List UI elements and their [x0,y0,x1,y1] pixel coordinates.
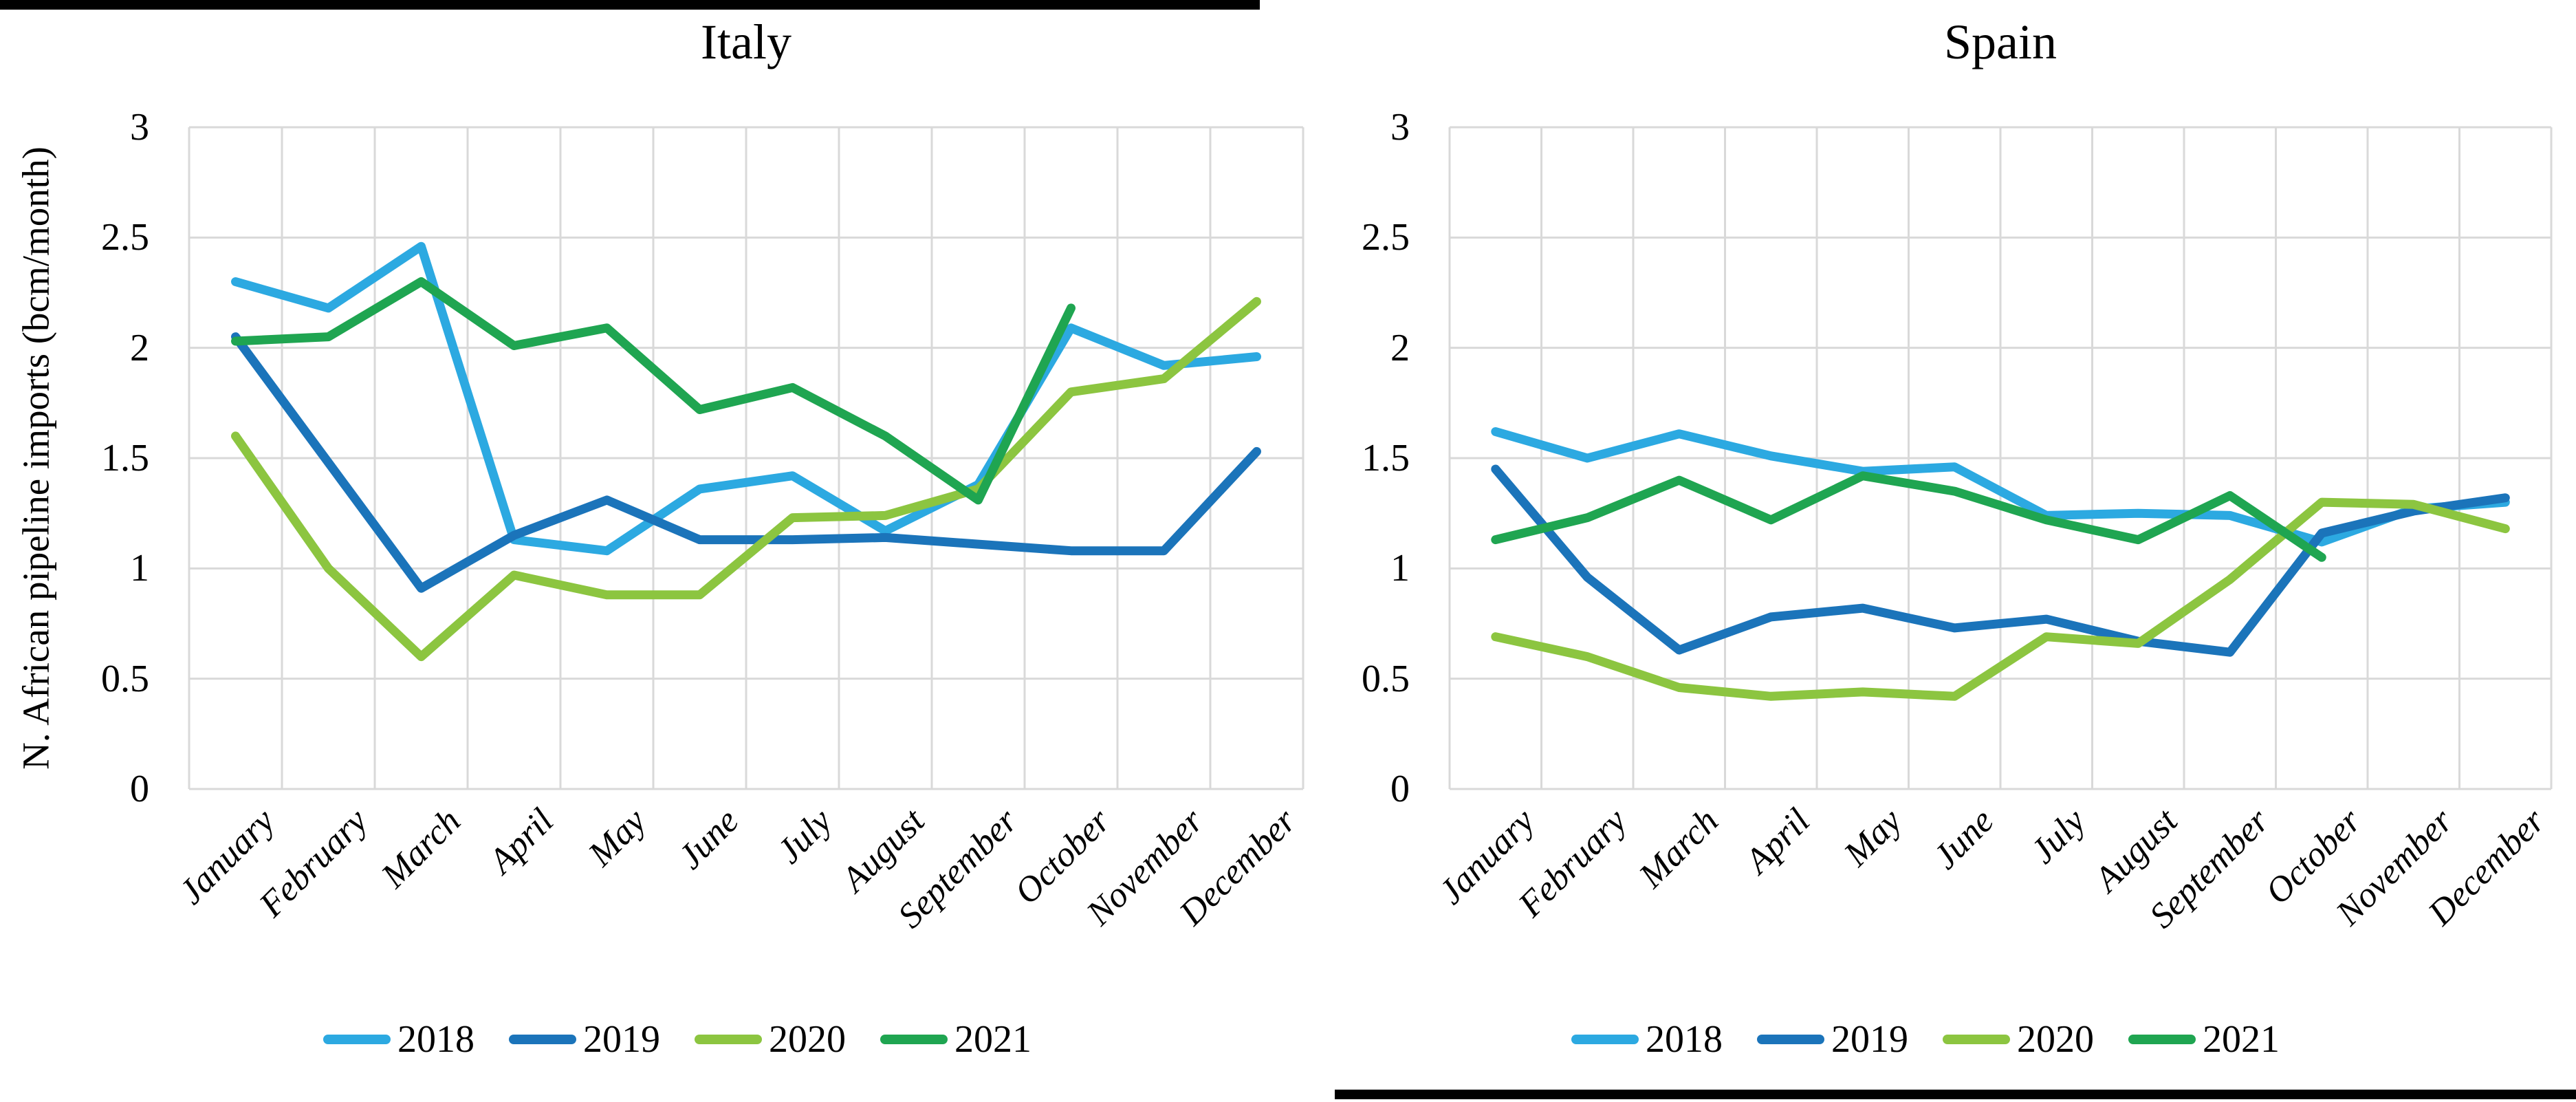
legend-line-swatch [695,1035,762,1044]
gridlines [188,126,1305,790]
legend-item-2020: 2020 [695,1020,846,1059]
legend-italy: 2018 2019 2020 2021 [323,1020,1032,1059]
legend-label: 2021 [2203,1018,2280,1061]
gridlines [1448,126,2553,790]
y-tick-label: 2 [1390,326,1410,369]
top-border-bar [0,0,1260,10]
chart-title-italy: Italy [701,14,792,69]
legend-label: 2018 [397,1018,474,1061]
series-line-2021 [231,277,1076,505]
legend-label: 2019 [1831,1018,1908,1061]
series-line-2021 [1491,471,2326,562]
legend-item-2021: 2021 [880,1020,1032,1059]
series-line-2018 [231,241,1261,556]
legend-item-2018: 2018 [1571,1020,1723,1059]
legend-line-swatch [880,1035,948,1044]
y-tick-label: 1 [130,547,149,590]
y-tick-label: 2.5 [1362,216,1410,259]
legend-item-2018: 2018 [323,1020,474,1059]
legend-label: 2020 [769,1018,846,1061]
legend-label: 2020 [2017,1018,2094,1061]
series-line-2020 [231,296,1261,662]
chart-title-spain: Spain [1943,14,2057,69]
legend-label: 2019 [583,1018,660,1061]
y-tick-label: 0.5 [101,657,149,700]
series-line-2020 [1491,497,2510,701]
legend-line-swatch [1571,1035,1639,1044]
legend-spain: 2018 2019 2020 2021 [1571,1020,2280,1059]
y-tick-label: 0 [1390,768,1410,810]
y-tick-label: 3 [1390,106,1410,149]
legend-item-2021: 2021 [2128,1020,2280,1059]
legend-line-swatch [1943,1035,2010,1044]
y-tick-label: 1 [1390,547,1410,590]
series-line-2019 [1491,464,2510,657]
legend-line-swatch [509,1035,576,1044]
legend-line-swatch [2128,1035,2196,1044]
y-tick-label: 0 [130,768,149,810]
y-tick-label: 1.5 [1362,437,1410,479]
legend-item-2019: 2019 [509,1020,660,1059]
y-tick-label: 2 [130,326,149,369]
y-tick-label: 1.5 [101,437,149,479]
legend-item-2019: 2019 [1757,1020,1908,1059]
legend-line-swatch [323,1035,391,1044]
series-line-2019 [231,332,1261,593]
legend-line-swatch [1757,1035,1824,1044]
legend-label: 2018 [1646,1018,1723,1061]
y-tick-label: 3 [130,106,149,149]
y-tick-label: 0.5 [1362,657,1410,700]
y-tick-label: 2.5 [101,216,149,259]
legend-label: 2021 [954,1018,1032,1061]
bottom-border-bar [1335,1090,2576,1099]
series-line-2018 [1491,427,2510,547]
legend-item-2020: 2020 [1943,1020,2094,1059]
